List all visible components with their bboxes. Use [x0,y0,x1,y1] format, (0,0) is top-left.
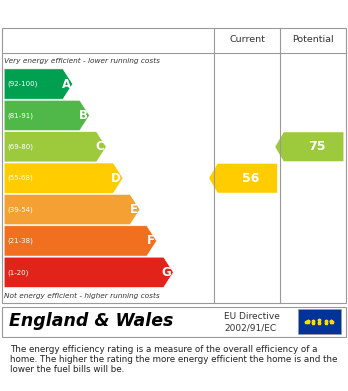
Text: E: E [130,203,138,216]
Text: A: A [62,77,71,91]
Polygon shape [4,257,173,287]
Text: The energy efficiency rating is a measure of the overall efficiency of a home. T: The energy efficiency rating is a measur… [10,344,338,374]
Text: C: C [95,140,104,153]
Text: (21-38): (21-38) [8,238,33,244]
Text: (92-100): (92-100) [8,81,38,87]
Text: Potential: Potential [292,35,334,44]
Polygon shape [209,163,277,193]
Text: 75: 75 [308,140,325,153]
Bar [298,309,341,334]
Text: D: D [111,172,121,185]
Polygon shape [4,132,106,162]
Text: F: F [147,235,155,248]
Text: EU Directive: EU Directive [224,312,280,321]
Text: (81-91): (81-91) [8,112,34,118]
Polygon shape [4,163,123,193]
Text: Not energy efficient - higher running costs: Not energy efficient - higher running co… [4,292,160,299]
Text: (55-68): (55-68) [8,175,33,181]
Text: England & Wales: England & Wales [9,312,173,330]
Polygon shape [4,226,157,256]
Text: Energy Efficiency Rating: Energy Efficiency Rating [63,6,285,21]
Text: (39-54): (39-54) [8,206,33,213]
Text: Very energy efficient - lower running costs: Very energy efficient - lower running co… [4,57,160,64]
Polygon shape [4,194,140,225]
Text: B: B [78,109,87,122]
Polygon shape [4,100,89,131]
Text: (1-20): (1-20) [8,269,29,276]
Text: 56: 56 [242,172,259,185]
Text: G: G [161,266,171,279]
Text: Current: Current [229,35,265,44]
Polygon shape [275,132,344,161]
Text: 2002/91/EC: 2002/91/EC [224,323,277,332]
Text: (69-80): (69-80) [8,143,34,150]
Polygon shape [4,69,73,99]
